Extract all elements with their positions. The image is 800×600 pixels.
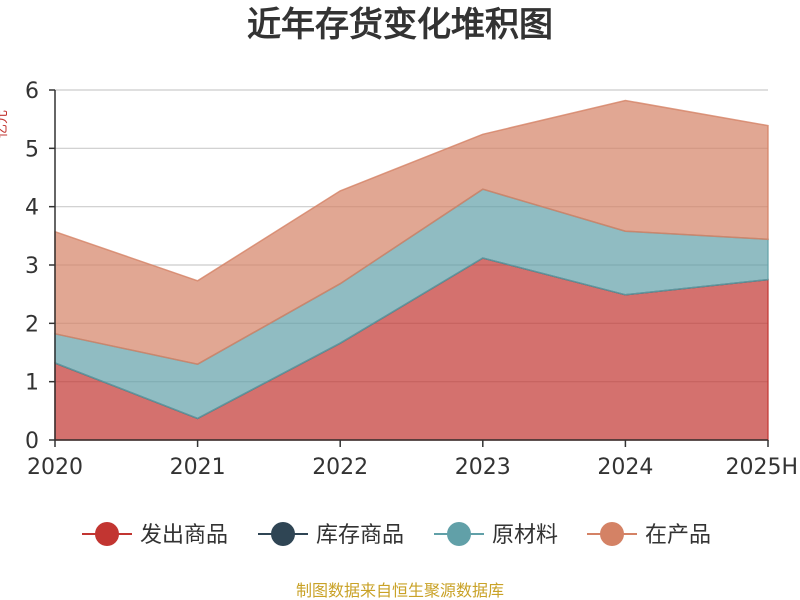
legend-marker [271, 522, 295, 546]
x-tick-label: 2022 [312, 455, 368, 480]
legend-label: 发出商品 [140, 523, 228, 548]
chart-title: 近年存货变化堆积图 [247, 5, 553, 45]
y-tick-label: 4 [25, 196, 39, 221]
legend-item-2[interactable]: 库存商品 [258, 522, 404, 548]
legend-label: 在产品 [645, 523, 711, 548]
legend-item-4[interactable]: 在产品 [587, 522, 711, 548]
x-tick-label: 2023 [455, 455, 511, 480]
y-tick-label: 1 [25, 371, 39, 396]
y-tick-label: 3 [25, 254, 39, 279]
area-series-4 [54, 99, 769, 365]
x-tick-label: 2024 [597, 455, 653, 480]
legend-item-3[interactable]: 原材料 [434, 522, 558, 548]
y-axis-label: 亿元 [0, 110, 10, 138]
data-source-note: 制图数据来自恒生聚源数据库 [296, 581, 504, 600]
legend-marker [600, 522, 624, 546]
legend-marker [95, 522, 119, 546]
legend-label: 原材料 [492, 523, 558, 548]
legend-item-1[interactable]: 发出商品 [82, 522, 228, 548]
y-tick-label: 5 [25, 137, 39, 162]
y-tick-label: 6 [25, 79, 39, 104]
y-tick-label: 2 [25, 312, 39, 337]
x-tick-label: 2020 [27, 455, 83, 480]
y-tick-label: 0 [25, 429, 39, 454]
legend-label: 库存商品 [316, 523, 404, 548]
x-tick-label: 2021 [170, 455, 226, 480]
x-tick-label: 2025H [725, 455, 798, 480]
legend-marker [447, 522, 471, 546]
